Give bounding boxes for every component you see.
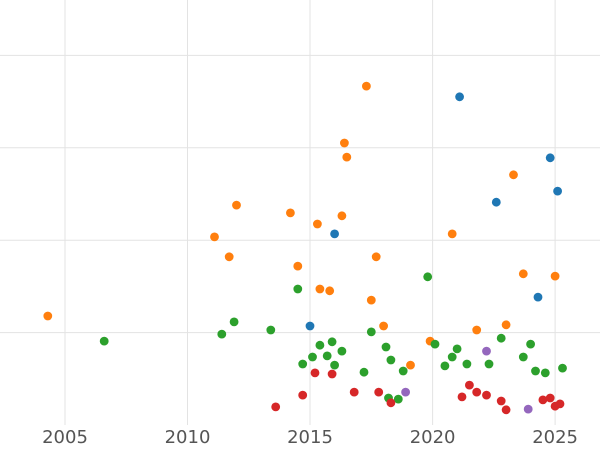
data-point <box>371 252 381 262</box>
data-point <box>366 327 376 337</box>
data-point <box>462 359 472 369</box>
data-point <box>286 208 295 218</box>
x-axis-tick-labels: 2005 2010 2015 2020 2025 <box>42 427 578 448</box>
data-point <box>224 252 234 262</box>
data-point <box>523 404 533 414</box>
data-point <box>340 138 349 148</box>
data-point <box>366 295 376 305</box>
data-point <box>550 271 560 281</box>
data-point <box>457 392 467 402</box>
data-point <box>540 368 550 378</box>
data-point <box>330 229 339 239</box>
data-point <box>501 405 511 415</box>
data-point <box>555 399 565 409</box>
data-points <box>43 81 567 415</box>
data-point <box>217 329 227 339</box>
data-point <box>322 351 332 361</box>
data-point <box>406 360 415 370</box>
data-point <box>533 292 543 302</box>
series-red <box>271 368 565 415</box>
data-point <box>362 81 371 91</box>
data-point <box>327 337 337 347</box>
data-point <box>330 360 339 370</box>
data-point <box>526 339 535 349</box>
data-point <box>293 284 303 294</box>
data-point <box>545 153 555 163</box>
data-point <box>308 352 317 362</box>
data-point <box>298 390 308 400</box>
data-point <box>374 387 384 397</box>
data-point <box>266 325 276 335</box>
data-point <box>293 261 303 271</box>
data-point <box>472 387 482 397</box>
data-point <box>465 380 474 390</box>
x-tick-label: 2025 <box>532 427 578 448</box>
data-point <box>447 229 457 239</box>
data-point <box>305 321 315 331</box>
data-point <box>271 402 281 412</box>
data-point <box>310 368 320 378</box>
data-point <box>398 366 408 376</box>
data-point <box>501 320 511 330</box>
data-point <box>423 272 433 282</box>
data-point <box>545 393 555 403</box>
data-point <box>558 363 567 373</box>
data-point <box>379 321 388 331</box>
series-purple <box>401 346 533 414</box>
data-point <box>386 398 396 408</box>
data-point <box>342 152 352 162</box>
data-point <box>553 186 562 196</box>
x-tick-label: 2005 <box>42 427 88 448</box>
data-point <box>447 352 457 362</box>
data-point <box>381 342 391 352</box>
x-tick-label: 2020 <box>410 427 456 448</box>
data-point <box>482 346 491 356</box>
data-point <box>337 346 347 356</box>
data-point <box>509 170 518 180</box>
data-point <box>327 369 337 379</box>
data-point <box>518 352 528 362</box>
x-tick-label: 2015 <box>287 427 333 448</box>
series-orange <box>43 81 560 370</box>
data-point <box>315 340 325 350</box>
data-point <box>472 325 482 335</box>
data-point <box>337 211 347 221</box>
data-point <box>99 336 109 346</box>
data-point <box>359 367 369 377</box>
data-point <box>430 339 440 349</box>
data-point <box>491 197 501 207</box>
data-point <box>440 361 450 371</box>
data-point <box>538 395 548 405</box>
data-point <box>482 390 491 400</box>
data-point <box>496 333 506 343</box>
series-green <box>99 272 567 404</box>
data-point <box>229 317 239 327</box>
data-point <box>232 200 241 210</box>
data-point <box>531 366 540 376</box>
data-point <box>452 344 462 354</box>
data-point <box>455 92 464 102</box>
data-point <box>496 396 506 406</box>
data-point <box>313 219 322 229</box>
data-point <box>349 387 359 397</box>
data-point <box>393 394 403 404</box>
data-point <box>43 311 53 321</box>
series-blue <box>305 92 562 331</box>
data-point <box>401 387 410 397</box>
x-tick-label: 2010 <box>165 427 211 448</box>
data-point <box>298 359 308 369</box>
data-point <box>325 286 335 296</box>
gridlines <box>0 0 600 425</box>
data-point <box>315 284 325 294</box>
data-point <box>210 232 219 242</box>
data-point <box>518 269 528 279</box>
data-point <box>386 355 396 365</box>
data-point <box>484 359 494 369</box>
